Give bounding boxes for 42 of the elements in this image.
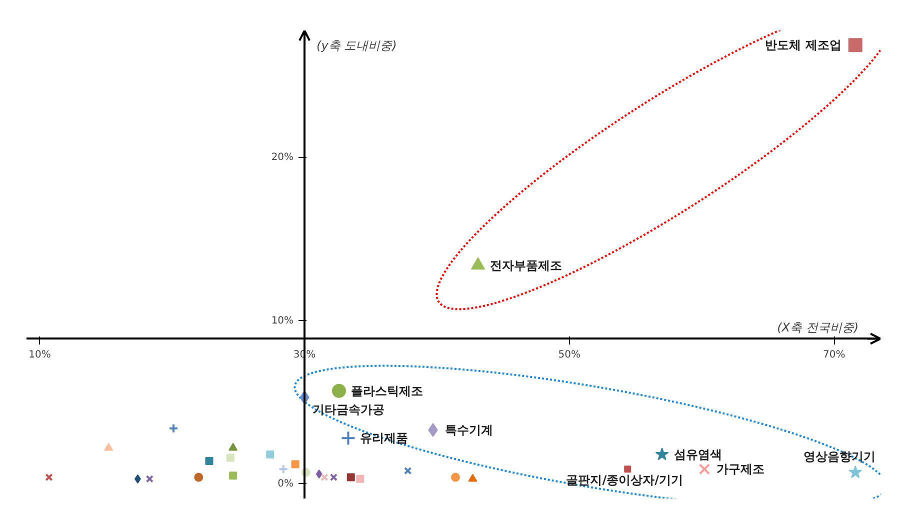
point xyxy=(698,464,710,475)
x-axis-title: (X축 전국비중) xyxy=(777,320,859,335)
point xyxy=(226,454,234,462)
point xyxy=(356,474,364,483)
series-label: 섬유염색 xyxy=(674,447,722,462)
y-axis-title: (y축 도내비중) xyxy=(316,38,397,52)
point xyxy=(266,450,274,458)
point xyxy=(194,472,204,482)
point xyxy=(320,473,328,482)
series-label: 골판지/종이상자/기기 xyxy=(566,473,683,488)
series-label: 플라스틱제조 xyxy=(350,384,423,398)
point xyxy=(229,472,238,480)
point xyxy=(848,465,862,478)
point xyxy=(316,470,322,479)
point xyxy=(468,474,478,482)
y-tick-label: 0% xyxy=(278,478,294,490)
point xyxy=(104,442,114,451)
point xyxy=(168,423,178,434)
series-label: 반도체 제조업 xyxy=(765,38,842,52)
series-label: 전자부품제조 xyxy=(490,258,562,272)
point xyxy=(340,430,356,446)
point xyxy=(655,447,669,460)
point xyxy=(404,466,412,475)
point xyxy=(346,473,355,482)
series-label: 특수기계 xyxy=(444,423,493,438)
point xyxy=(45,473,53,482)
series-label: 가구제조 xyxy=(716,462,764,476)
point xyxy=(228,442,238,451)
y-tick-label: 10% xyxy=(271,315,294,326)
point xyxy=(848,38,862,52)
point xyxy=(330,473,338,482)
point xyxy=(450,472,460,482)
x-tick-label: 10% xyxy=(28,350,51,361)
x-tick-label: 50% xyxy=(558,350,580,361)
y-tick-label: 20% xyxy=(271,152,294,164)
x-tick-label: 70% xyxy=(823,350,846,361)
point xyxy=(146,475,154,483)
point xyxy=(291,460,300,468)
point xyxy=(332,384,346,398)
point xyxy=(624,466,632,473)
point xyxy=(278,464,288,474)
point xyxy=(205,456,214,465)
